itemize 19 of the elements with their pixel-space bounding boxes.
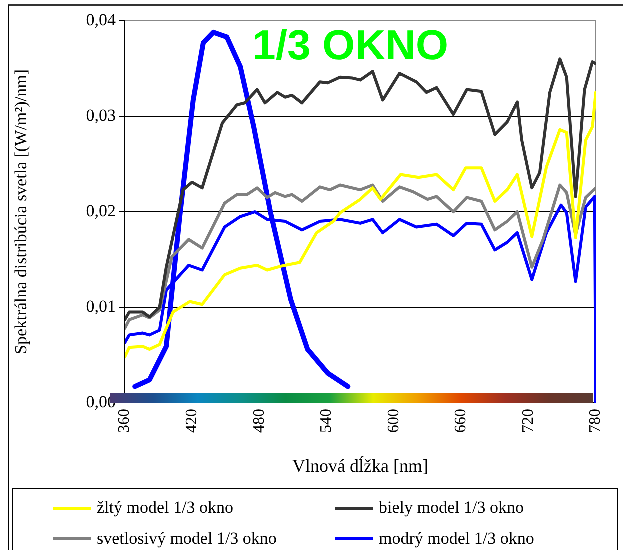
y-axis-title: Spektrálna distribúcia svetla [(W/m²)/nm] xyxy=(12,69,31,355)
chart-title: 1/3 OKNO xyxy=(252,22,449,69)
y-tick-label: 0,03 xyxy=(86,106,116,125)
x-tick-label: 540 xyxy=(318,409,336,433)
x-tick-label: 480 xyxy=(250,409,268,433)
y-tick-label: 0,02 xyxy=(86,201,116,220)
x-tick-label: 360 xyxy=(116,409,134,433)
legend-label: svetlosivý model 1/3 okno xyxy=(97,528,277,549)
legend-label: žltý model 1/3 okno xyxy=(97,498,234,518)
x-tick-label: 600 xyxy=(385,409,402,433)
x-tick-label: 420 xyxy=(183,409,200,433)
y-tick-label: 0,04 xyxy=(86,10,116,30)
y-tick-label: 0,01 xyxy=(86,296,116,316)
legend-label: biely model 1/3 okno xyxy=(379,498,524,518)
legend-label: modrý model 1/3 okno xyxy=(379,528,534,549)
x-axis-title: Vlnová dĺžka [nm] xyxy=(292,456,428,476)
x-tick-label: 660 xyxy=(452,409,470,433)
x-tick-label: 720 xyxy=(520,409,537,433)
x-tick-label: 780 xyxy=(587,409,604,433)
